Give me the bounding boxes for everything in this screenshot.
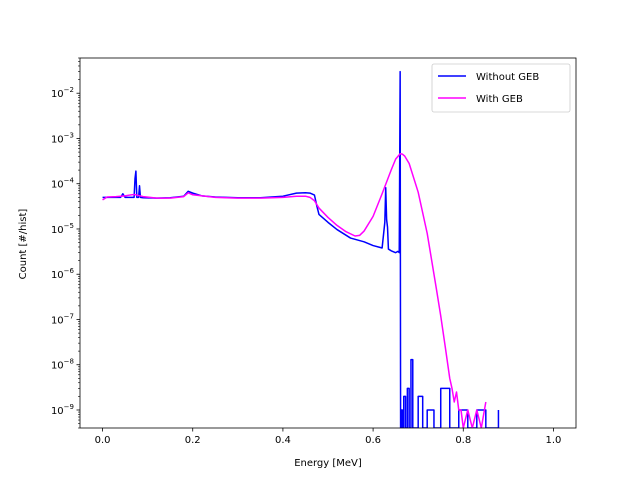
x-tick-label: 1.0 — [546, 435, 562, 446]
x-axis-label: Energy [MeV] — [294, 458, 362, 469]
x-tick-label: 0.4 — [275, 435, 291, 446]
y-tick-label: 10−8 — [51, 358, 74, 372]
series-line-without-geb — [102, 70, 500, 428]
legend-label: With GEB — [476, 94, 523, 105]
legend: Without GEB With GEB — [431, 63, 571, 113]
x-tick-label: 0.8 — [455, 435, 471, 446]
plot-frame — [79, 57, 577, 429]
x-tick-label: 0.0 — [95, 435, 111, 446]
y-axis-label: Count [#/hist] — [18, 209, 29, 280]
y-tick-label: 10−5 — [51, 222, 74, 236]
y-tick-label: 10−2 — [51, 86, 74, 100]
y-tick-label: 10−4 — [51, 177, 75, 191]
y-tick-label: 10−6 — [51, 267, 75, 281]
legend-label: Without GEB — [476, 72, 539, 83]
series-line-with-geb — [102, 152, 487, 428]
y-tick-label: 10−7 — [51, 312, 74, 326]
x-tick-label: 0.2 — [185, 435, 201, 446]
legend-box — [431, 63, 571, 113]
y-tick-label: 10−3 — [51, 131, 74, 145]
y-tick-label: 10−9 — [51, 403, 74, 417]
x-tick-label: 0.6 — [365, 435, 381, 446]
